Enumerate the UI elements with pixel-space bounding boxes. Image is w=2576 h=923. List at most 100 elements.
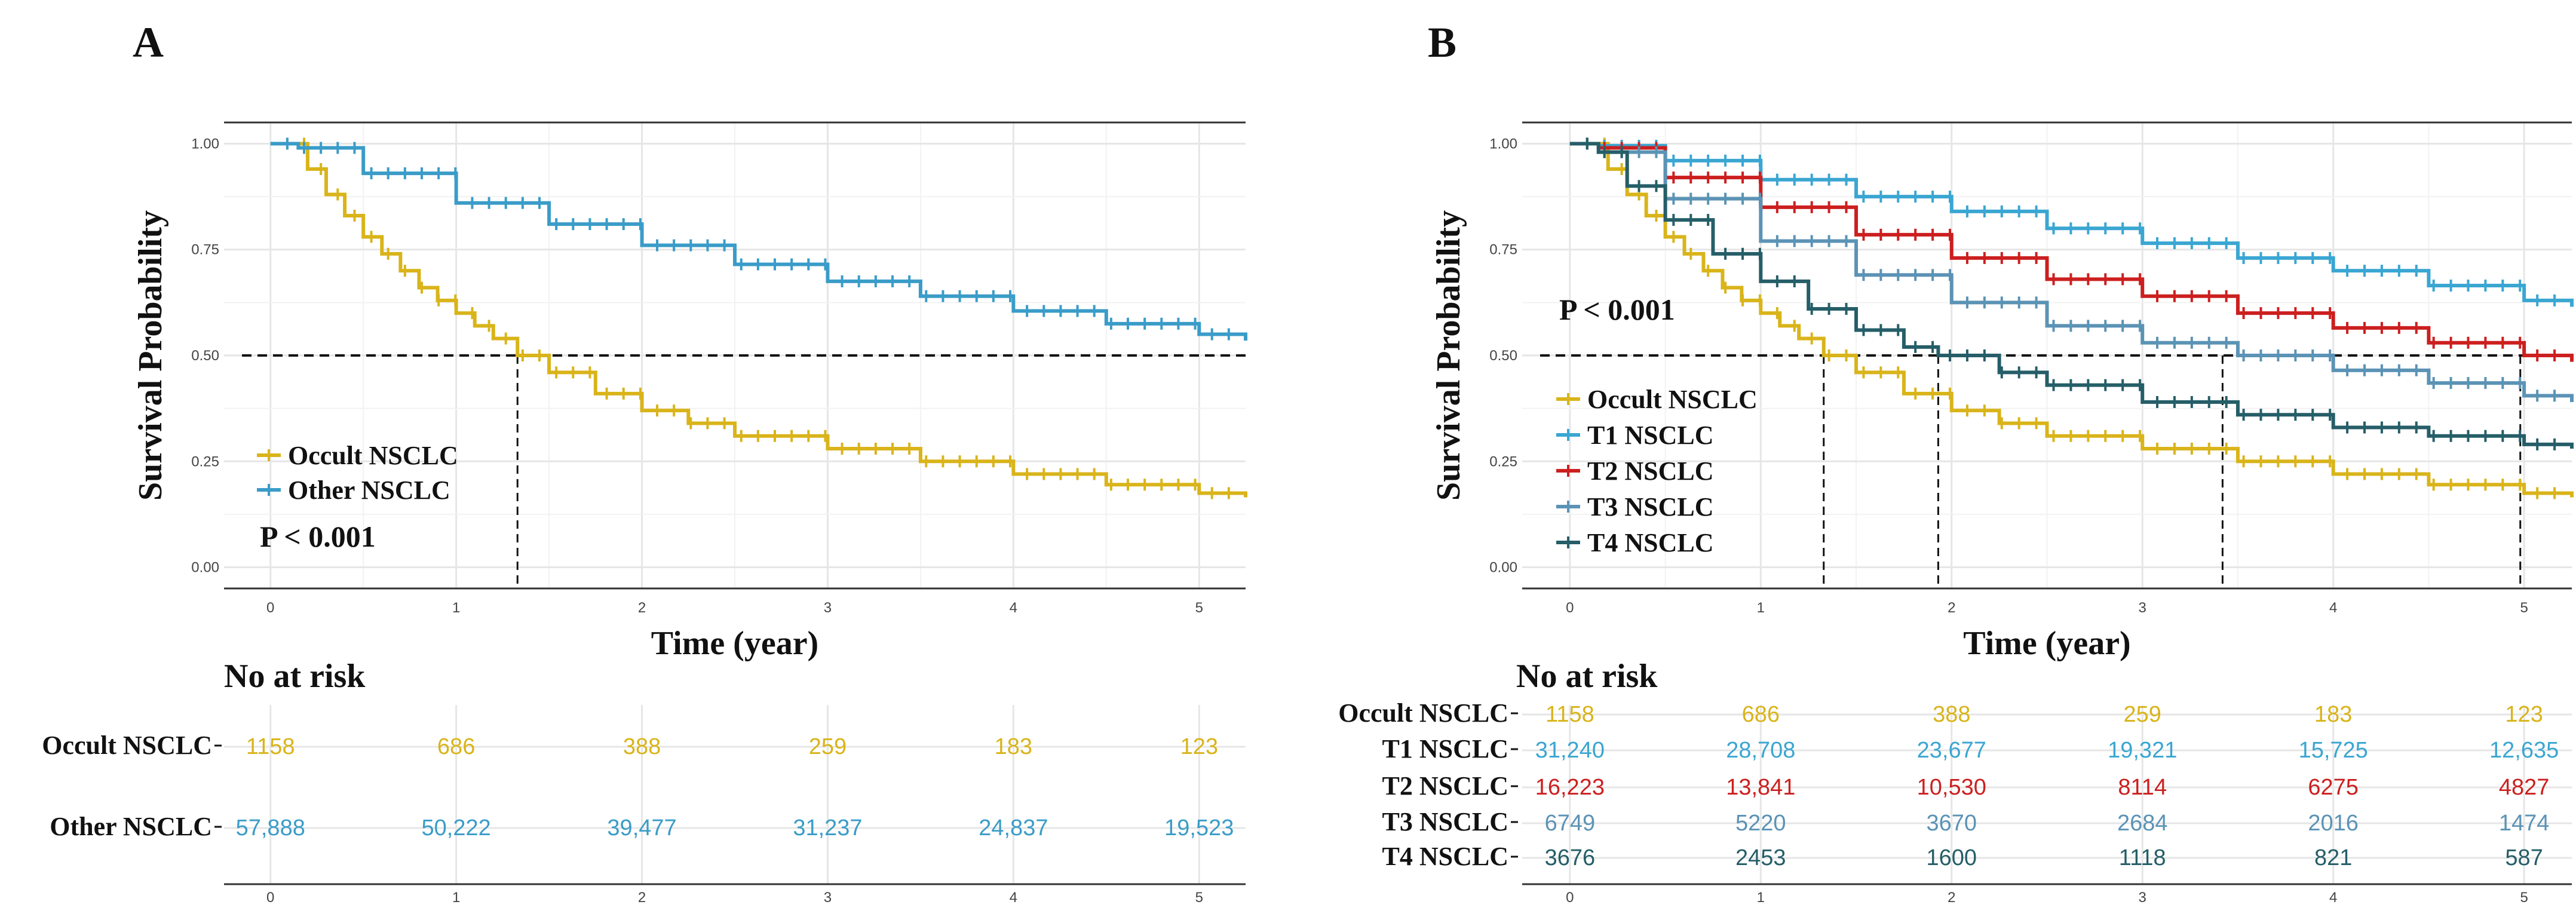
risk-count-t3: 6749 bbox=[1545, 811, 1596, 836]
y-axis-title: Survival Probability bbox=[1430, 210, 1467, 501]
censor-marks-t4 bbox=[1586, 137, 2556, 450]
y-tick-label: 1.00 bbox=[191, 136, 219, 152]
risk-count-t1: 15,725 bbox=[2299, 738, 2368, 763]
risk-row-label-occult: Occult NSCLC bbox=[42, 731, 212, 760]
risk-count-occult: 388 bbox=[1933, 702, 1970, 727]
risk-row-label-t4: T4 NSCLC bbox=[1382, 842, 1509, 871]
risk-tick-label: 2 bbox=[1948, 890, 1955, 906]
risk-count-occult: 259 bbox=[809, 734, 847, 759]
risk-tick-label: 0 bbox=[266, 890, 274, 906]
risk-count-t4: 821 bbox=[2314, 845, 2352, 870]
y-tick-label: 0.75 bbox=[191, 242, 219, 258]
censor-marks-t2 bbox=[1586, 137, 2556, 361]
risk-count-occult: 123 bbox=[1180, 734, 1218, 759]
risk-count-other: 57,888 bbox=[236, 815, 305, 841]
x-tick-label: 3 bbox=[824, 600, 832, 616]
risk-count-t1: 23,677 bbox=[1917, 738, 1986, 763]
risk-count-t4: 2453 bbox=[1735, 845, 1786, 870]
risk-tick-label: 3 bbox=[2139, 890, 2146, 906]
risk-count-t2: 16,223 bbox=[1535, 775, 1605, 800]
x-tick-label: 2 bbox=[638, 600, 646, 616]
y-tick-label: 0.50 bbox=[191, 348, 219, 364]
risk-tick-label: 1 bbox=[1757, 890, 1765, 906]
risk-count-occult: 183 bbox=[2314, 702, 2352, 727]
risk-count-other: 39,477 bbox=[607, 815, 676, 841]
risk-count-occult: 388 bbox=[623, 734, 661, 759]
y-axis-title: Survival Probability bbox=[132, 210, 169, 501]
legend-label-occult: Occult NSCLC bbox=[1587, 385, 1758, 414]
risk-count-t1: 19,321 bbox=[2108, 738, 2177, 763]
km-curve-other bbox=[270, 142, 1247, 341]
risk-tick-label: 1 bbox=[452, 890, 460, 906]
x-tick-label: 2 bbox=[1948, 600, 1955, 616]
risk-count-t2: 10,530 bbox=[1917, 775, 1986, 800]
x-tick-label: 0 bbox=[266, 600, 274, 616]
risk-count-other: 24,837 bbox=[979, 815, 1048, 841]
risk-count-t4: 1600 bbox=[1926, 845, 1977, 870]
risk-tick-label: 5 bbox=[2520, 890, 2528, 906]
legend-label-t3: T3 NSCLC bbox=[1587, 492, 1714, 522]
risk-count-t1: 12,635 bbox=[2489, 738, 2559, 763]
risk-row-label-other: Other NSCLC bbox=[50, 812, 212, 841]
risk-tick-label: 5 bbox=[1195, 890, 1203, 906]
y-tick-label: 1.00 bbox=[1489, 136, 1517, 152]
risk-count-t2: 6275 bbox=[2308, 775, 2359, 800]
panel-label-a: A bbox=[133, 19, 164, 66]
y-tick-label: 0.25 bbox=[191, 453, 219, 470]
censor-marks-occult bbox=[1586, 137, 2556, 499]
legend-label-other: Other NSCLC bbox=[288, 476, 450, 505]
risk-count-t1: 31,240 bbox=[1535, 738, 1605, 763]
risk-row-label-occult: Occult NSCLC bbox=[1338, 698, 1508, 728]
x-tick-label: 4 bbox=[2329, 600, 2337, 616]
risk-count-occult: 1158 bbox=[246, 734, 295, 759]
y-tick-label: 0.00 bbox=[191, 560, 219, 576]
risk-row-label-t1: T1 NSCLC bbox=[1382, 734, 1509, 763]
legend-label-t4: T4 NSCLC bbox=[1587, 528, 1714, 557]
risk-row-label-t2: T2 NSCLC bbox=[1382, 771, 1509, 801]
x-axis-title: Time (year) bbox=[651, 625, 818, 662]
risk-count-occult: 183 bbox=[995, 734, 1032, 759]
risk-count-t3: 1474 bbox=[2499, 811, 2550, 836]
legend-label-occult: Occult NSCLC bbox=[288, 441, 458, 470]
x-tick-label: 3 bbox=[2139, 600, 2146, 616]
risk-tick-label: 4 bbox=[2329, 890, 2337, 906]
risk-count-other: 50,222 bbox=[422, 815, 491, 841]
risk-count-occult: 686 bbox=[437, 734, 475, 759]
risk-tick-label: 0 bbox=[1566, 890, 1574, 906]
risk-count-t2: 8114 bbox=[2118, 775, 2167, 800]
x-tick-label: 0 bbox=[1566, 600, 1574, 616]
x-tick-label: 1 bbox=[1757, 600, 1765, 616]
risk-table-title: No at risk bbox=[224, 658, 366, 695]
x-tick-label: 1 bbox=[452, 600, 460, 616]
risk-count-other: 31,237 bbox=[793, 815, 862, 841]
risk-tick-label: 4 bbox=[1010, 890, 1017, 906]
risk-row-label-t3: T3 NSCLC bbox=[1382, 807, 1509, 836]
risk-table-title: No at risk bbox=[1516, 658, 1658, 695]
panel-label-b: B bbox=[1428, 19, 1456, 66]
risk-count-t3: 2016 bbox=[2308, 811, 2359, 836]
risk-tick-label: 3 bbox=[824, 890, 832, 906]
x-tick-label: 5 bbox=[1195, 600, 1203, 616]
x-tick-label: 5 bbox=[2520, 600, 2528, 616]
km-curve-t3 bbox=[1569, 142, 2574, 402]
censor-marks-t1 bbox=[1586, 137, 2556, 306]
risk-count-occult: 123 bbox=[2505, 702, 2543, 727]
risk-count-t4: 1118 bbox=[2119, 845, 2166, 870]
risk-count-t4: 3676 bbox=[1545, 845, 1596, 870]
risk-count-occult: 259 bbox=[2124, 702, 2161, 727]
risk-count-t2: 4827 bbox=[2499, 775, 2550, 800]
legend-label-t1: T1 NSCLC bbox=[1587, 421, 1714, 450]
risk-count-t3: 2684 bbox=[2117, 811, 2168, 836]
risk-count-t3: 3670 bbox=[1926, 811, 1977, 836]
risk-count-other: 19,523 bbox=[1164, 815, 1234, 841]
risk-count-occult: 1158 bbox=[1545, 702, 1594, 727]
y-tick-label: 0.00 bbox=[1489, 560, 1517, 576]
y-tick-label: 0.50 bbox=[1489, 348, 1517, 364]
y-tick-label: 0.75 bbox=[1489, 242, 1517, 258]
y-tick-label: 0.25 bbox=[1489, 453, 1517, 470]
risk-count-t1: 28,708 bbox=[1726, 738, 1795, 763]
risk-count-occult: 686 bbox=[1742, 702, 1780, 727]
